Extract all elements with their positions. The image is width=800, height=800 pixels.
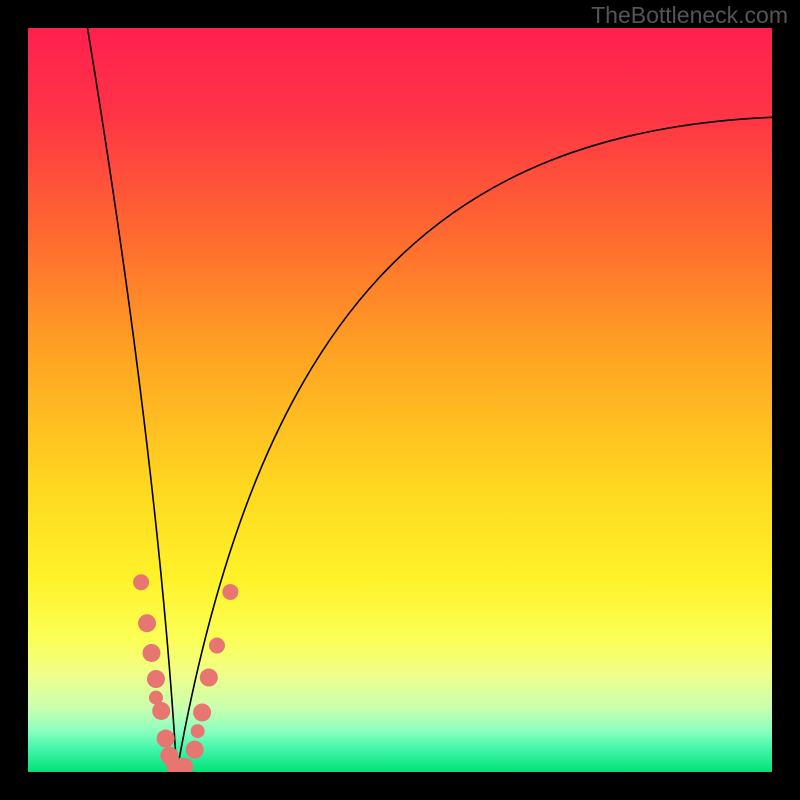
- data-point: [147, 670, 165, 688]
- data-point: [222, 584, 238, 600]
- data-point: [143, 644, 161, 662]
- data-point: [157, 730, 175, 748]
- data-point: [133, 574, 149, 590]
- data-point: [193, 703, 211, 721]
- bottleneck-curve: [28, 28, 772, 772]
- data-point: [209, 638, 225, 654]
- data-point: [191, 724, 205, 738]
- chart-frame: TheBottleneck.com: [0, 0, 800, 800]
- watermark-text: TheBottleneck.com: [591, 2, 788, 29]
- data-point: [200, 669, 218, 687]
- data-point: [152, 702, 170, 720]
- data-point: [138, 614, 156, 632]
- data-point: [186, 741, 204, 759]
- plot-area: [28, 28, 772, 772]
